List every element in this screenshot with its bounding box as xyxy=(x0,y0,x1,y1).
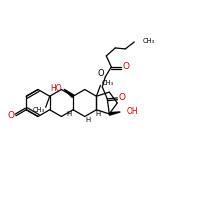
Text: CH₃: CH₃ xyxy=(101,80,114,86)
Text: O: O xyxy=(7,111,14,120)
Text: H: H xyxy=(66,111,72,117)
Text: CH₃: CH₃ xyxy=(142,38,154,44)
Text: O: O xyxy=(119,93,126,102)
Text: H: H xyxy=(96,111,101,117)
Polygon shape xyxy=(109,112,120,115)
Text: O: O xyxy=(123,62,130,71)
Text: CH₃: CH₃ xyxy=(33,107,45,113)
Text: OH: OH xyxy=(126,107,138,116)
Text: HO: HO xyxy=(50,84,62,93)
Polygon shape xyxy=(64,89,74,97)
Text: H: H xyxy=(85,117,90,123)
Text: O: O xyxy=(98,69,105,78)
